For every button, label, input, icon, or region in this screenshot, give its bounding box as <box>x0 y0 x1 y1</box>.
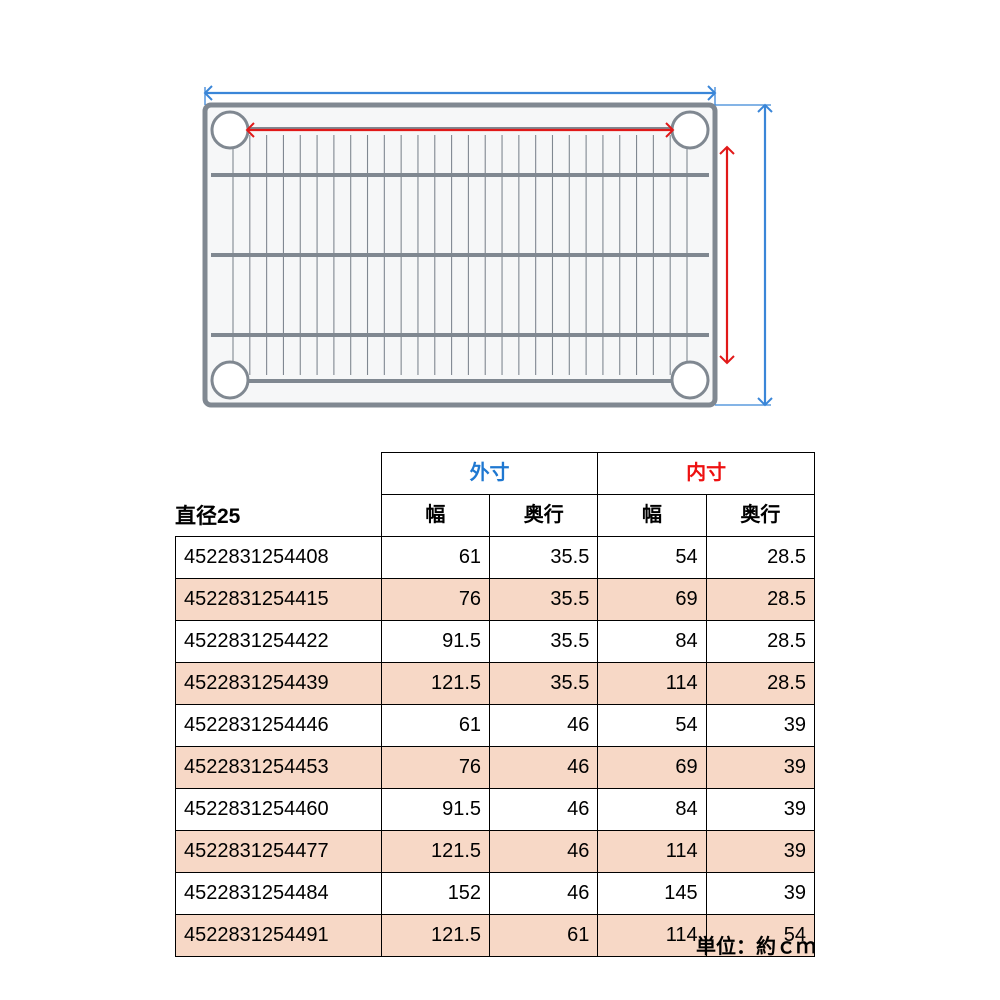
cell-inner-width: 114 <box>598 915 706 957</box>
cell-inner-depth: 39 <box>706 873 814 915</box>
cell-outer-width: 152 <box>381 873 489 915</box>
table-row: 45228312544157635.56928.5 <box>176 579 815 621</box>
cell-outer-width: 91.5 <box>381 621 489 663</box>
cell-inner-depth: 28.5 <box>706 537 814 579</box>
table-row: 452283125446091.5468439 <box>176 789 815 831</box>
table-row: 452283125444661465439 <box>176 705 815 747</box>
cell-outer-width: 121.5 <box>381 915 489 957</box>
cell-inner-depth: 39 <box>706 705 814 747</box>
cell-inner-depth: 39 <box>706 831 814 873</box>
cell-code: 4522831254439 <box>176 663 382 705</box>
cell-outer-width: 61 <box>381 537 489 579</box>
shelf-diagram <box>175 75 805 435</box>
cell-inner-depth: 39 <box>706 789 814 831</box>
cell-outer-width: 61 <box>381 705 489 747</box>
table-row: 45228312544086135.55428.5 <box>176 537 815 579</box>
cell-inner-width: 54 <box>598 537 706 579</box>
cell-outer-depth: 35.5 <box>490 663 598 705</box>
table-row: 45228312544841524614539 <box>176 873 815 915</box>
cell-code: 4522831254408 <box>176 537 382 579</box>
table-row: 452283125442291.535.58428.5 <box>176 621 815 663</box>
cell-inner-width: 69 <box>598 747 706 789</box>
cell-code: 4522831254484 <box>176 873 382 915</box>
cell-inner-width: 84 <box>598 621 706 663</box>
cell-outer-depth: 46 <box>490 789 598 831</box>
cell-inner-width: 145 <box>598 873 706 915</box>
cell-code: 4522831254453 <box>176 747 382 789</box>
table-row: 4522831254477121.54611439 <box>176 831 815 873</box>
cell-outer-depth: 46 <box>490 747 598 789</box>
cell-code: 4522831254446 <box>176 705 382 747</box>
cell-inner-depth: 28.5 <box>706 621 814 663</box>
table-header-row-1: 外寸 内寸 <box>176 453 815 495</box>
cell-inner-width: 84 <box>598 789 706 831</box>
header-outer: 外寸 <box>381 453 598 495</box>
header-inner-width: 幅 <box>598 495 706 537</box>
cell-code: 4522831254491 <box>176 915 382 957</box>
cell-code: 4522831254477 <box>176 831 382 873</box>
table-row: 452283125445376466939 <box>176 747 815 789</box>
cell-inner-width: 114 <box>598 831 706 873</box>
header-inner: 内寸 <box>598 453 815 495</box>
cell-inner-depth: 28.5 <box>706 579 814 621</box>
cell-code: 4522831254415 <box>176 579 382 621</box>
dimensions-table: 外寸 内寸 幅 奥行 幅 奥行 45228312544086135.55428.… <box>175 452 815 957</box>
table-row: 4522831254439121.535.511428.5 <box>176 663 815 705</box>
cell-code: 4522831254460 <box>176 789 382 831</box>
cell-outer-depth: 35.5 <box>490 621 598 663</box>
cell-outer-width: 121.5 <box>381 831 489 873</box>
cell-outer-depth: 61 <box>490 915 598 957</box>
header-outer-width: 幅 <box>381 495 489 537</box>
cell-code: 4522831254422 <box>176 621 382 663</box>
header-inner-depth: 奥行 <box>706 495 814 537</box>
page-root: 直径25 外寸 内寸 幅 奥行 幅 奥行 45228312544086135.5… <box>0 0 1000 1000</box>
cell-outer-depth: 35.5 <box>490 537 598 579</box>
cell-inner-depth: 39 <box>706 747 814 789</box>
header-blank <box>176 453 382 537</box>
cell-outer-width: 76 <box>381 579 489 621</box>
unit-label: 単位：約ｃｍ <box>696 930 816 959</box>
cell-outer-width: 121.5 <box>381 663 489 705</box>
cell-outer-depth: 35.5 <box>490 579 598 621</box>
cell-outer-width: 91.5 <box>381 789 489 831</box>
cell-inner-depth: 28.5 <box>706 663 814 705</box>
cell-inner-width: 114 <box>598 663 706 705</box>
header-outer-depth: 奥行 <box>490 495 598 537</box>
cell-outer-depth: 46 <box>490 831 598 873</box>
cell-outer-width: 76 <box>381 747 489 789</box>
cell-inner-width: 69 <box>598 579 706 621</box>
cell-outer-depth: 46 <box>490 873 598 915</box>
cell-outer-depth: 46 <box>490 705 598 747</box>
table: 外寸 内寸 幅 奥行 幅 奥行 45228312544086135.55428.… <box>175 452 815 957</box>
cell-inner-width: 54 <box>598 705 706 747</box>
